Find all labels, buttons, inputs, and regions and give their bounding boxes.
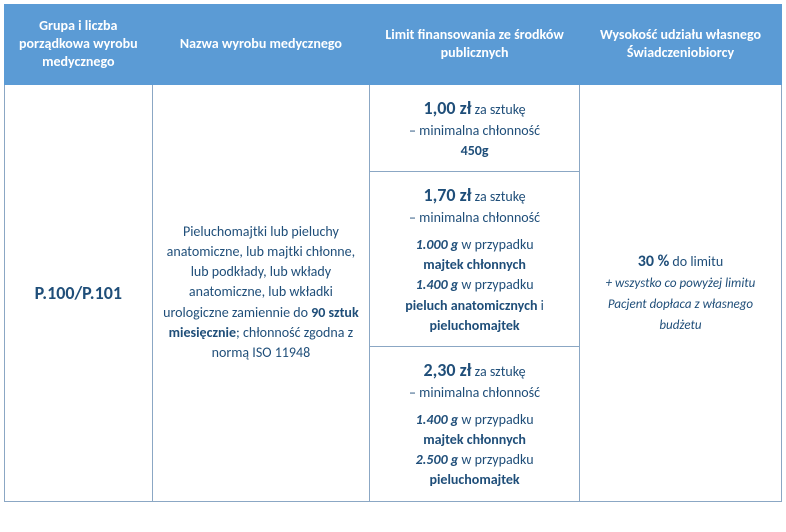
header-group-code: Grupa i liczba porządkowa wyrobu medyczn… [5, 5, 153, 85]
limit-r3-v1: 1.400 g [416, 411, 459, 428]
limit-r2-t1a: w przypadku [458, 236, 533, 253]
limit-tier-2: 1,70 zł za sztukę – minimalna chłonność … [370, 172, 580, 347]
limit-tier-3: 2,30 zł za sztukę – minimalna chłonność … [370, 347, 580, 502]
table-row: P.100/P.101 Pieluchomajtki lub pieluchy … [5, 84, 782, 172]
own-share-percent: 30 % [638, 252, 670, 271]
own-share-note: + wszystko co powyżej limitu Pacjent dop… [606, 276, 756, 333]
limit-r3-t1a: w przypadku [458, 411, 533, 428]
limit-r3-t2b: pieluchomajtek [429, 471, 519, 488]
table-header: Grupa i liczba porządkowa wyrobu medyczn… [5, 5, 782, 85]
product-code: P.100/P.101 [5, 84, 153, 501]
header-product-name: Nazwa wyrobu medycznego [152, 5, 370, 85]
limit-r2-t2c: i [538, 297, 544, 314]
limit-r2-t2d: pieluchomajtek [429, 317, 519, 334]
limit-price-3: 2,30 zł [424, 359, 472, 381]
limit-r3-t2a: w przypadku [458, 451, 533, 468]
limit-absorb-label-2: – minimalna chłonność [409, 209, 540, 226]
financing-table: Grupa i liczba porządkowa wyrobu medyczn… [4, 4, 782, 502]
limit-r2-t1b: majtek chłonnych [423, 256, 526, 273]
limit-tier-1: 1,00 zł za sztukę – minimalna chłonność … [370, 84, 580, 172]
limit-absorb-label-1: – minimalna chłonność [409, 122, 540, 139]
limit-r3-v2: 2.500 g [416, 451, 459, 468]
header-financing-limit: Limit finansowania ze środków publicznyc… [370, 5, 580, 85]
own-share-cell: 30 % do limitu + wszystko co powyżej lim… [579, 84, 781, 501]
limit-price-2: 1,70 zł [424, 184, 472, 206]
product-description: Pieluchomajtki lub pieluchy anatomiczne,… [152, 84, 370, 501]
header-own-share: Wysokość udziału własnego Świadczeniobio… [579, 5, 781, 85]
financing-table-container: Grupa i liczba porządkowa wyrobu medyczn… [0, 0, 786, 506]
limit-r2-t2a: w przypadku [458, 276, 533, 293]
limit-r2-t2b: pieluch anatomicznych [405, 297, 537, 314]
own-share-suffix: do limitu [669, 253, 723, 270]
limit-r2-v2: 1.400 g [416, 276, 459, 293]
limit-per-3: za sztukę [471, 363, 525, 380]
limit-per-1: za sztukę [471, 101, 525, 118]
limit-absorb-value-1: 450g [461, 142, 489, 159]
limit-per-2: za sztukę [471, 188, 525, 205]
limit-r2-v1: 1.000 g [416, 236, 459, 253]
limit-absorb-label-3: – minimalna chłonność [409, 384, 540, 401]
limit-r3-t1b: majtek chłonnych [423, 431, 526, 448]
limit-price-1: 1,00 zł [424, 97, 472, 119]
